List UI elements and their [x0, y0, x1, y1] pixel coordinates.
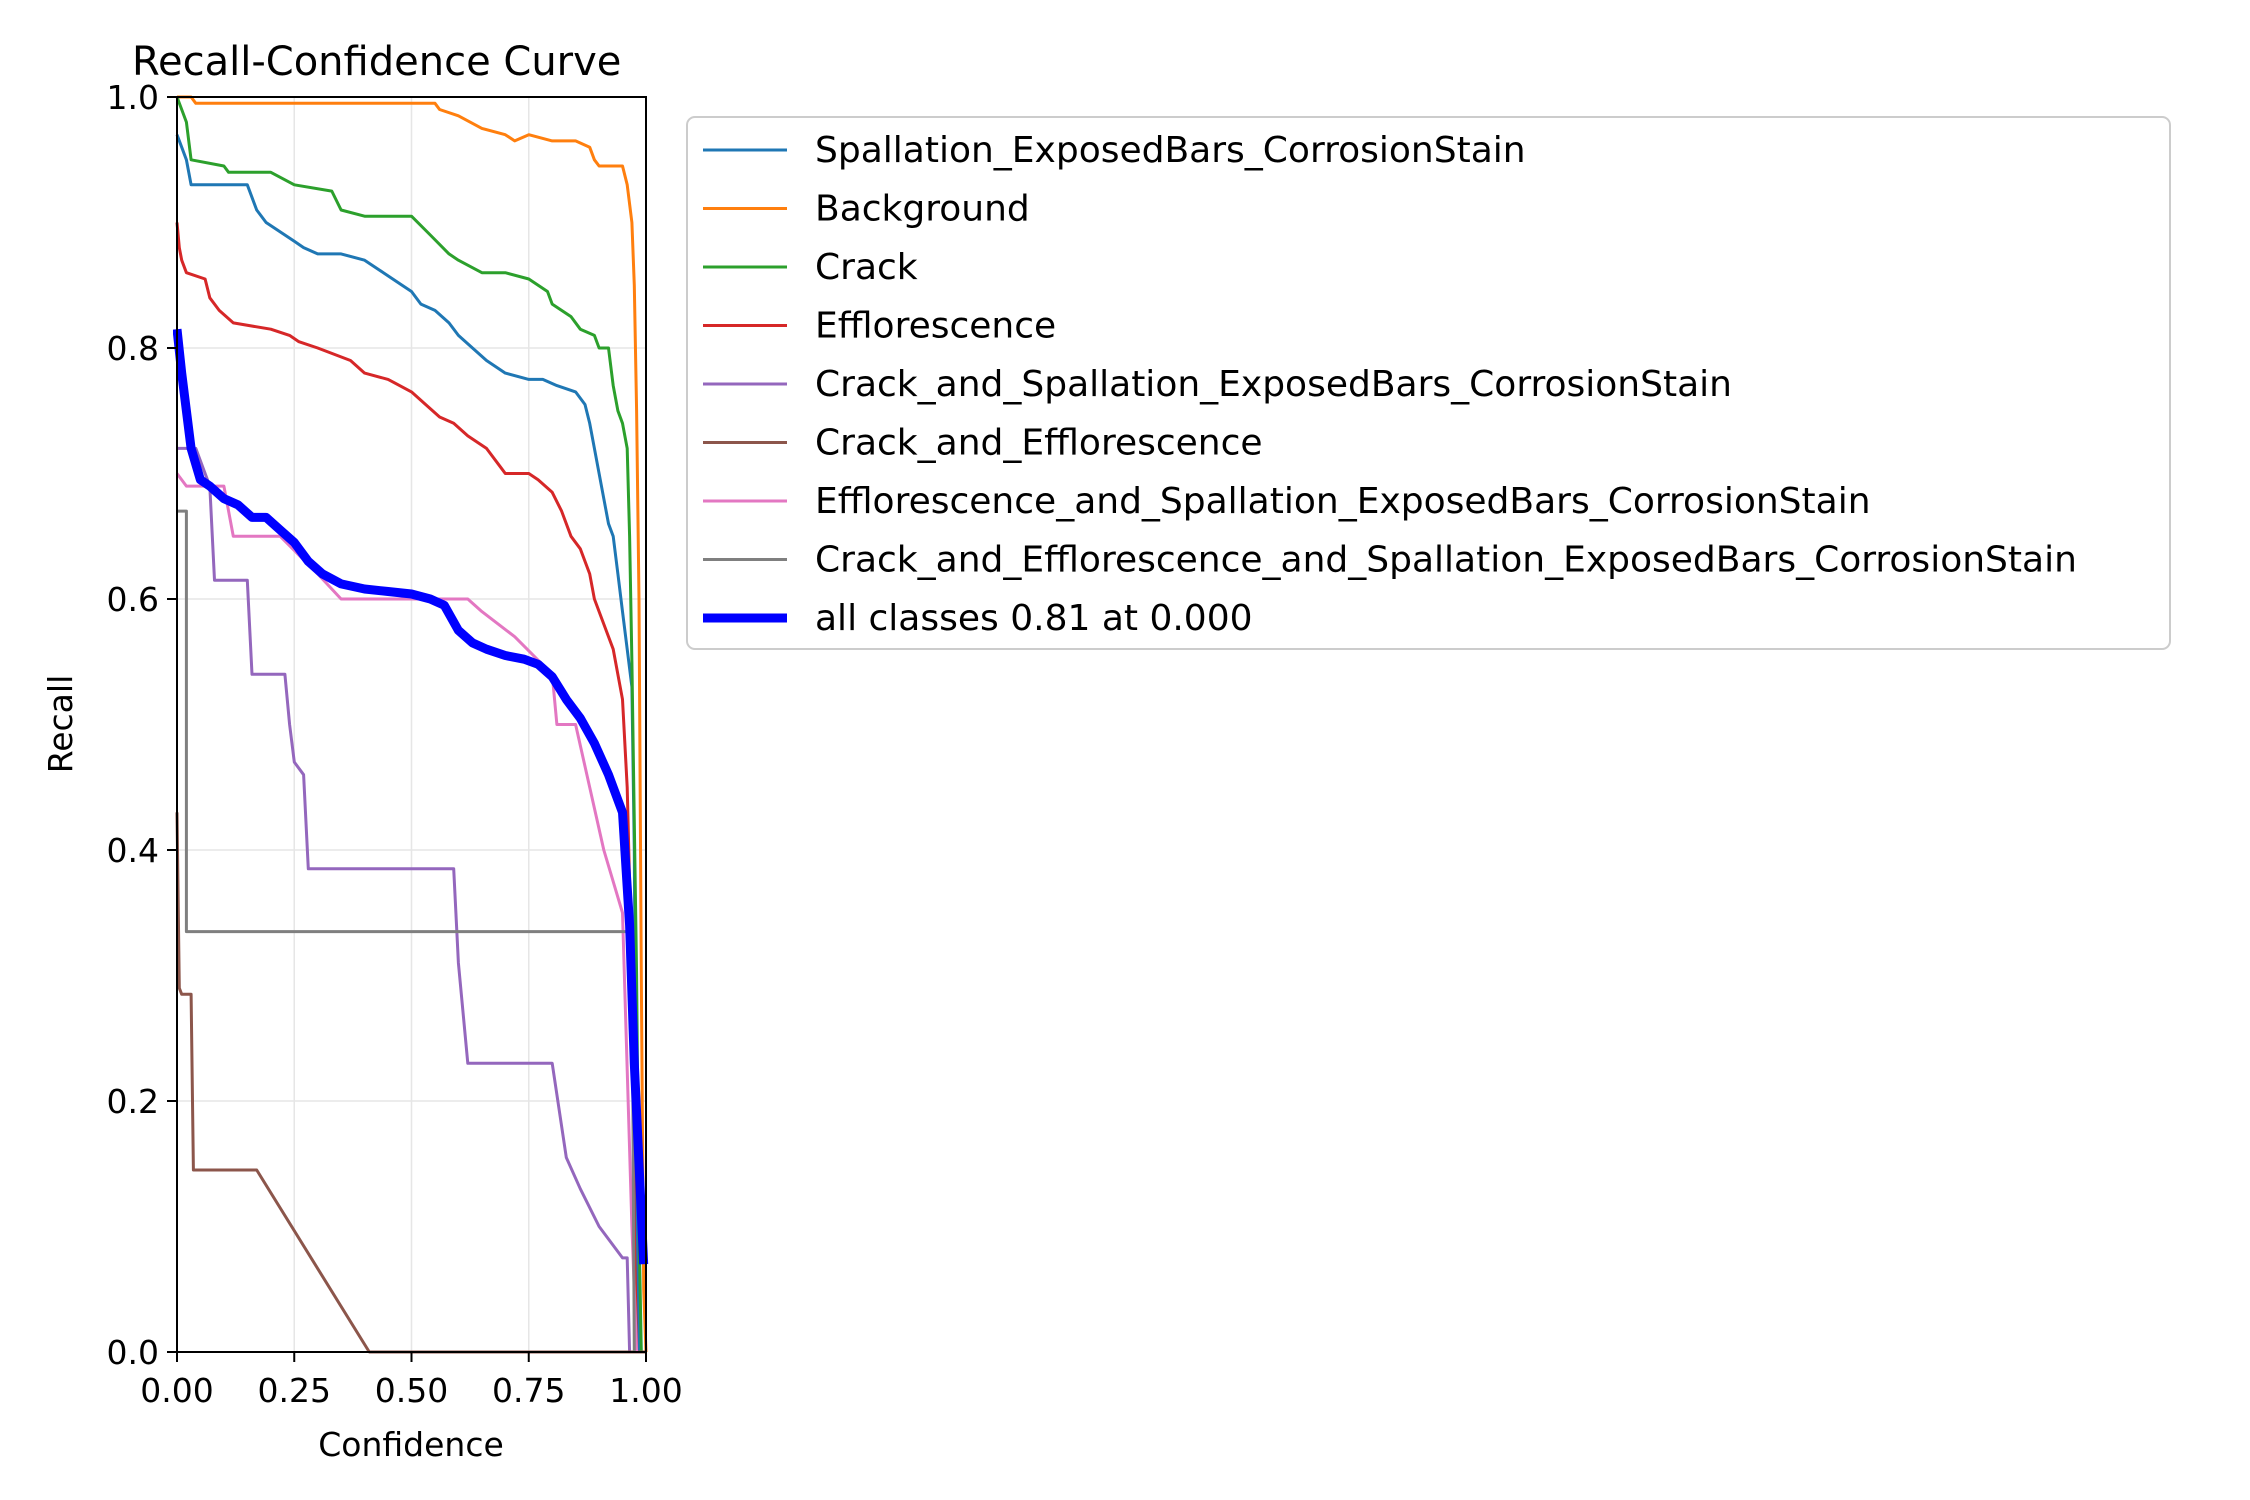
- legend: Spallation_ExposedBars_CorrosionStain Bac…: [686, 116, 2171, 650]
- chart-title: Recall-Confidence Curve: [132, 39, 621, 85]
- x-tick-label: 1.00: [609, 1371, 682, 1410]
- legend-entry-label: Crack: [815, 247, 918, 288]
- series-line-efflorescence: [175, 222, 639, 1353]
- x-tick-label: 0.00: [140, 1371, 213, 1410]
- legend-entry-label: Efflorescence: [815, 306, 1056, 347]
- legend-entry-label: Efflorescence_and_Spallation_ExposedBars…: [815, 481, 1871, 522]
- x-tick-label: 0.25: [258, 1371, 331, 1410]
- y-tick-label: 1.0: [107, 78, 159, 117]
- y-tick-label: 0.8: [107, 329, 159, 368]
- y-axis: 0.0 0.2 0.4 0.6 0.8 1.0: [107, 78, 177, 1372]
- x-axis: 0.00 0.25 0.50 0.75 1.00: [140, 1352, 683, 1410]
- legend-entry-label: Background: [815, 189, 1030, 230]
- y-axis-label: Recall: [41, 675, 80, 773]
- x-tick-label: 0.50: [375, 1371, 448, 1410]
- legend-entry-label: Crack_and_Efflorescence: [815, 423, 1263, 464]
- y-tick-label: 0.2: [107, 1082, 159, 1121]
- series-line-all-classes-0-81-at-0-000: [173, 328, 649, 1265]
- series-line-background: [177, 95, 648, 1353]
- legend-entry-label: Crack_and_Spallation_ExposedBars_Corrosi…: [815, 364, 1732, 405]
- x-tick-label: 0.75: [492, 1371, 565, 1410]
- series-line-crack: [175, 96, 643, 1353]
- series-line-crack-and-efflorescence: [175, 812, 646, 1354]
- series-line-spallation-exposedbars-corrosionstain: [175, 134, 641, 1353]
- y-tick-label: 0.0: [107, 1333, 159, 1372]
- legend-entry-label: all classes 0.81 at 0.000: [815, 598, 1253, 639]
- series-line-efflorescence-and-spallation-exposedbars-corrosionstain: [175, 472, 639, 1353]
- legend-frame: [686, 116, 2171, 650]
- legend-entry-label: Crack_and_Efflorescence_and_Spallation_E…: [815, 540, 2077, 581]
- y-tick-label: 0.4: [107, 831, 159, 870]
- legend-entry-label: Spallation_ExposedBars_CorrosionStain: [815, 130, 1526, 171]
- y-tick-label: 0.6: [107, 580, 159, 619]
- series-layer: [173, 95, 649, 1354]
- series-line-crack-and-spallation-exposedbars-corrosionstain: [177, 446, 632, 1353]
- x-axis-label: Confidence: [318, 1425, 504, 1464]
